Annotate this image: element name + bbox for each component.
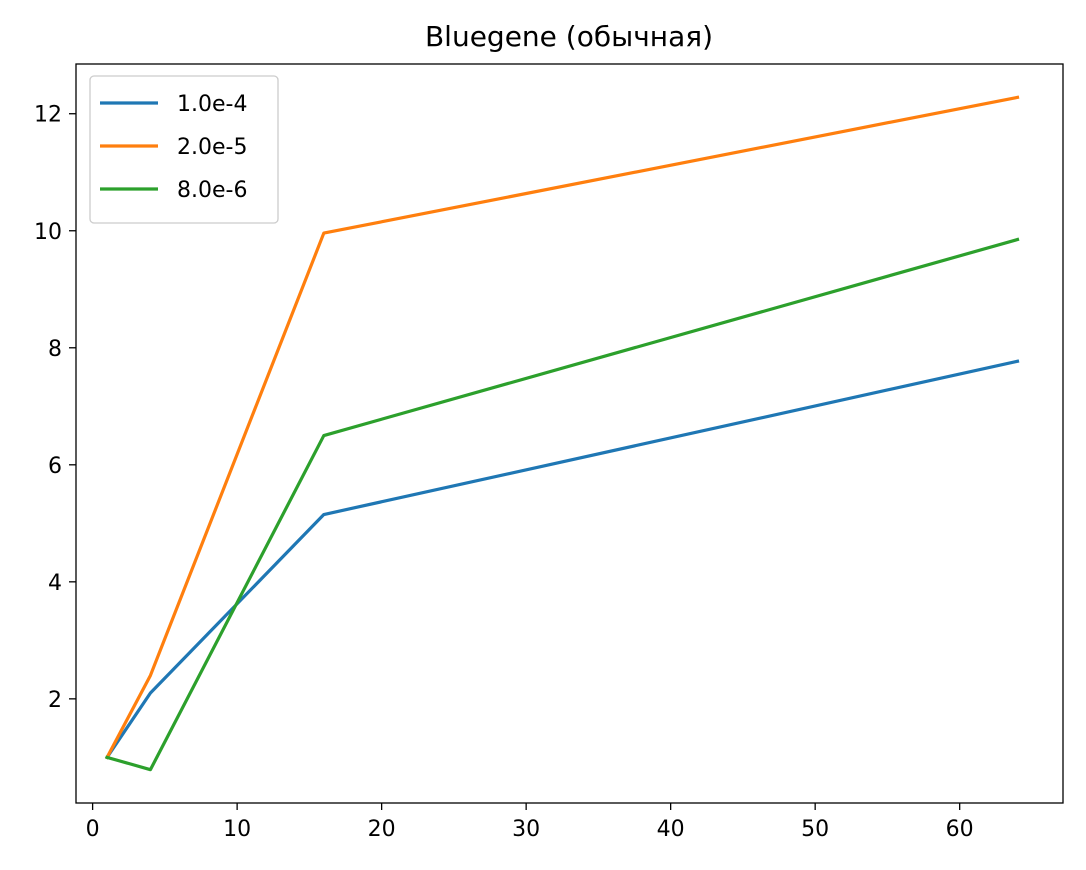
legend-label: 8.0e-6 xyxy=(177,178,247,203)
series-line-1 xyxy=(104,359,1020,760)
x-axis: 0 10 20 30 40 50 60 xyxy=(86,803,974,842)
x-tick-label: 0 xyxy=(86,817,100,842)
plot-series xyxy=(104,95,1020,772)
plot-frame xyxy=(75,63,1064,804)
x-tick-label: 40 xyxy=(657,817,685,842)
legend-label: 1.0e-4 xyxy=(177,92,247,117)
x-tick-label: 20 xyxy=(368,817,396,842)
y-tick-label: 8 xyxy=(48,337,62,362)
legend-label: 2.0e-5 xyxy=(177,135,247,160)
y-tick-label: 10 xyxy=(34,220,62,245)
y-tick-label: 12 xyxy=(34,103,62,128)
x-tick-label: 10 xyxy=(223,817,251,842)
chart-title: Bluegene (обычная) xyxy=(425,20,713,53)
y-tick-label: 6 xyxy=(48,454,62,479)
series-line-2 xyxy=(104,95,1020,760)
y-axis: 2 4 6 8 10 12 xyxy=(34,103,76,713)
y-tick-label: 2 xyxy=(48,688,62,713)
x-tick-label: 30 xyxy=(512,817,540,842)
legend: 1.0e-4 2.0e-5 8.0e-6 xyxy=(89,75,279,224)
x-tick-label: 50 xyxy=(801,817,829,842)
x-tick-label: 60 xyxy=(946,817,974,842)
series-line-3 xyxy=(105,237,1020,772)
y-tick-label: 4 xyxy=(48,571,62,596)
legend-box xyxy=(89,75,279,224)
